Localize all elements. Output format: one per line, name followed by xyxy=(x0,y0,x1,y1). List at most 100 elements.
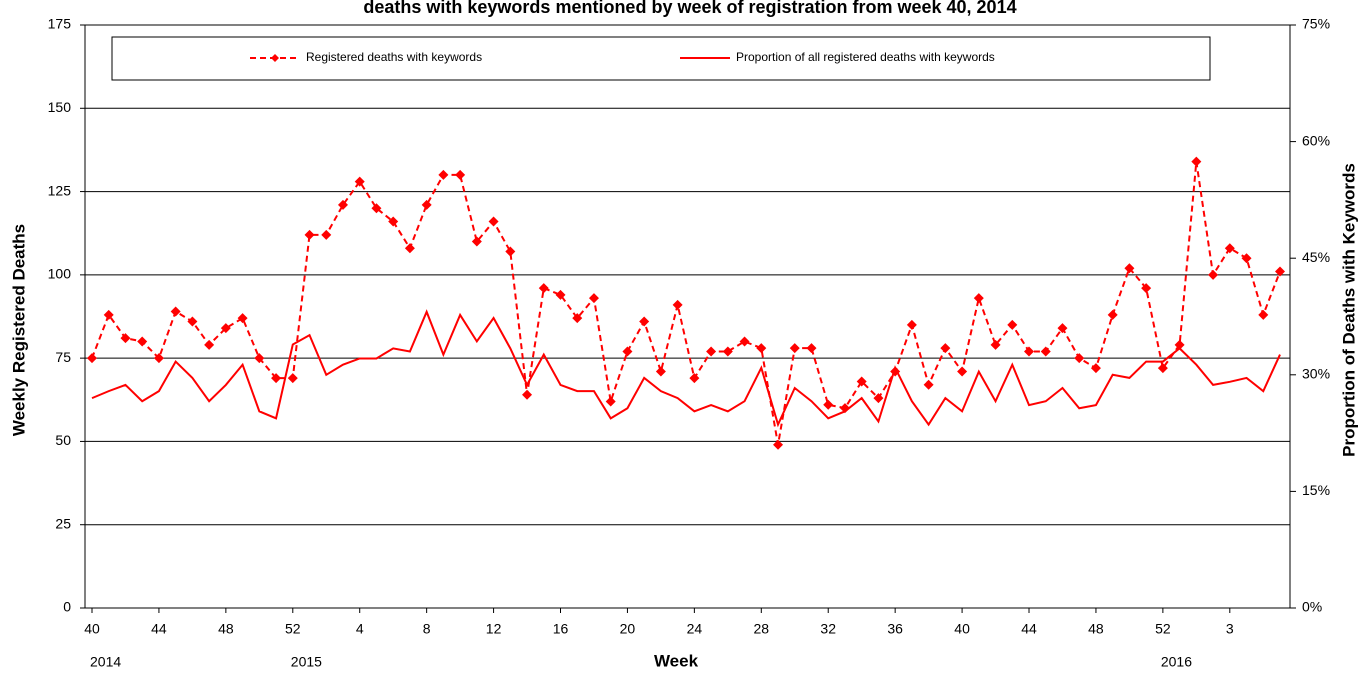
data-point xyxy=(1107,309,1118,320)
y-tick-label: 25 xyxy=(55,515,71,531)
data-point xyxy=(103,309,114,320)
data-point xyxy=(421,199,432,210)
x-tick-label: 20 xyxy=(620,621,636,637)
x-tick-label: 32 xyxy=(820,621,836,637)
data-point xyxy=(304,229,315,240)
data-point xyxy=(1224,243,1235,254)
data-point xyxy=(388,216,399,227)
series-line xyxy=(91,309,1281,428)
data-point xyxy=(1241,253,1252,264)
data-point xyxy=(923,379,934,390)
y-tick-label: 75 xyxy=(55,349,71,365)
data-point xyxy=(1074,353,1085,364)
data-point xyxy=(655,366,666,377)
data-point xyxy=(973,293,984,304)
y-tick-label: 0 xyxy=(63,599,71,615)
series-line xyxy=(91,161,1281,445)
data-point xyxy=(622,346,633,357)
data-point xyxy=(1124,263,1135,274)
data-point xyxy=(1208,269,1219,280)
data-point xyxy=(120,333,131,344)
x-tick-label: 24 xyxy=(687,621,703,637)
data-point xyxy=(605,396,616,407)
x-tick-label: 52 xyxy=(285,621,301,637)
data-point xyxy=(773,439,784,450)
data-point xyxy=(187,316,198,327)
data-point xyxy=(404,243,415,254)
data-point xyxy=(689,373,700,384)
data-point xyxy=(237,313,248,324)
data-point xyxy=(990,339,1001,350)
x-tick-label: 44 xyxy=(151,621,167,637)
year-label: 2015 xyxy=(291,654,322,670)
year-label: 2014 xyxy=(90,654,121,670)
data-point xyxy=(371,203,382,214)
data-point xyxy=(672,299,683,310)
y2-tick-label: 30% xyxy=(1302,366,1330,382)
data-point xyxy=(170,306,181,317)
data-point xyxy=(254,353,265,364)
data-point xyxy=(572,313,583,324)
data-point xyxy=(137,336,148,347)
data-point xyxy=(789,343,800,354)
data-point xyxy=(455,169,466,180)
y-tick-label: 100 xyxy=(48,266,72,282)
data-point xyxy=(354,176,365,187)
data-point xyxy=(337,199,348,210)
data-point xyxy=(1024,346,1035,357)
data-point xyxy=(639,316,650,327)
data-point xyxy=(1141,283,1152,294)
y-tick-label: 150 xyxy=(48,99,72,115)
data-point xyxy=(522,389,533,400)
y-axis-label: Weekly Registered Deaths xyxy=(9,224,28,436)
data-point xyxy=(856,376,867,387)
y2-tick-label: 75% xyxy=(1302,16,1330,32)
y2-axis-label: Proportion of Deaths with Keywords xyxy=(1339,163,1358,457)
data-point xyxy=(588,293,599,304)
x-tick-label: 52 xyxy=(1155,621,1171,637)
data-point xyxy=(321,229,332,240)
chart-title: deaths with keywords mentioned by week o… xyxy=(363,0,1016,17)
legend-marker xyxy=(271,54,279,62)
y2-tick-label: 60% xyxy=(1302,132,1330,148)
data-point xyxy=(873,393,884,404)
x-tick-label: 4 xyxy=(356,621,364,637)
x-axis-label: Week xyxy=(654,651,699,670)
data-point xyxy=(1007,319,1018,330)
data-point xyxy=(555,289,566,300)
data-point xyxy=(739,336,750,347)
legend-label: Registered deaths with keywords xyxy=(306,50,482,64)
x-tick-label: 8 xyxy=(423,621,431,637)
y-tick-label: 50 xyxy=(55,432,71,448)
x-tick-label: 48 xyxy=(1088,621,1104,637)
data-point xyxy=(722,346,733,357)
data-point xyxy=(906,319,917,330)
data-point xyxy=(287,373,298,384)
data-point xyxy=(1090,363,1101,374)
data-point xyxy=(153,353,164,364)
x-tick-label: 40 xyxy=(84,621,100,637)
data-point xyxy=(1258,309,1269,320)
y-tick-label: 125 xyxy=(48,182,72,198)
y2-tick-label: 45% xyxy=(1302,249,1330,265)
data-point xyxy=(1191,156,1202,167)
data-point xyxy=(806,343,817,354)
x-tick-label: 40 xyxy=(954,621,970,637)
data-point xyxy=(204,339,215,350)
x-tick-label: 44 xyxy=(1021,621,1037,637)
x-tick-label: 36 xyxy=(887,621,903,637)
x-tick-label: 16 xyxy=(553,621,569,637)
data-point xyxy=(823,399,834,410)
x-tick-label: 3 xyxy=(1226,621,1234,637)
data-point xyxy=(87,353,97,364)
x-tick-label: 12 xyxy=(486,621,502,637)
legend-label: Proportion of all registered deaths with… xyxy=(736,50,995,64)
year-label: 2016 xyxy=(1161,654,1192,670)
data-point xyxy=(538,283,549,294)
y2-tick-label: 0% xyxy=(1302,599,1322,615)
data-point xyxy=(756,343,767,354)
data-point xyxy=(271,373,282,384)
data-point xyxy=(1174,339,1185,350)
data-point xyxy=(471,236,482,247)
